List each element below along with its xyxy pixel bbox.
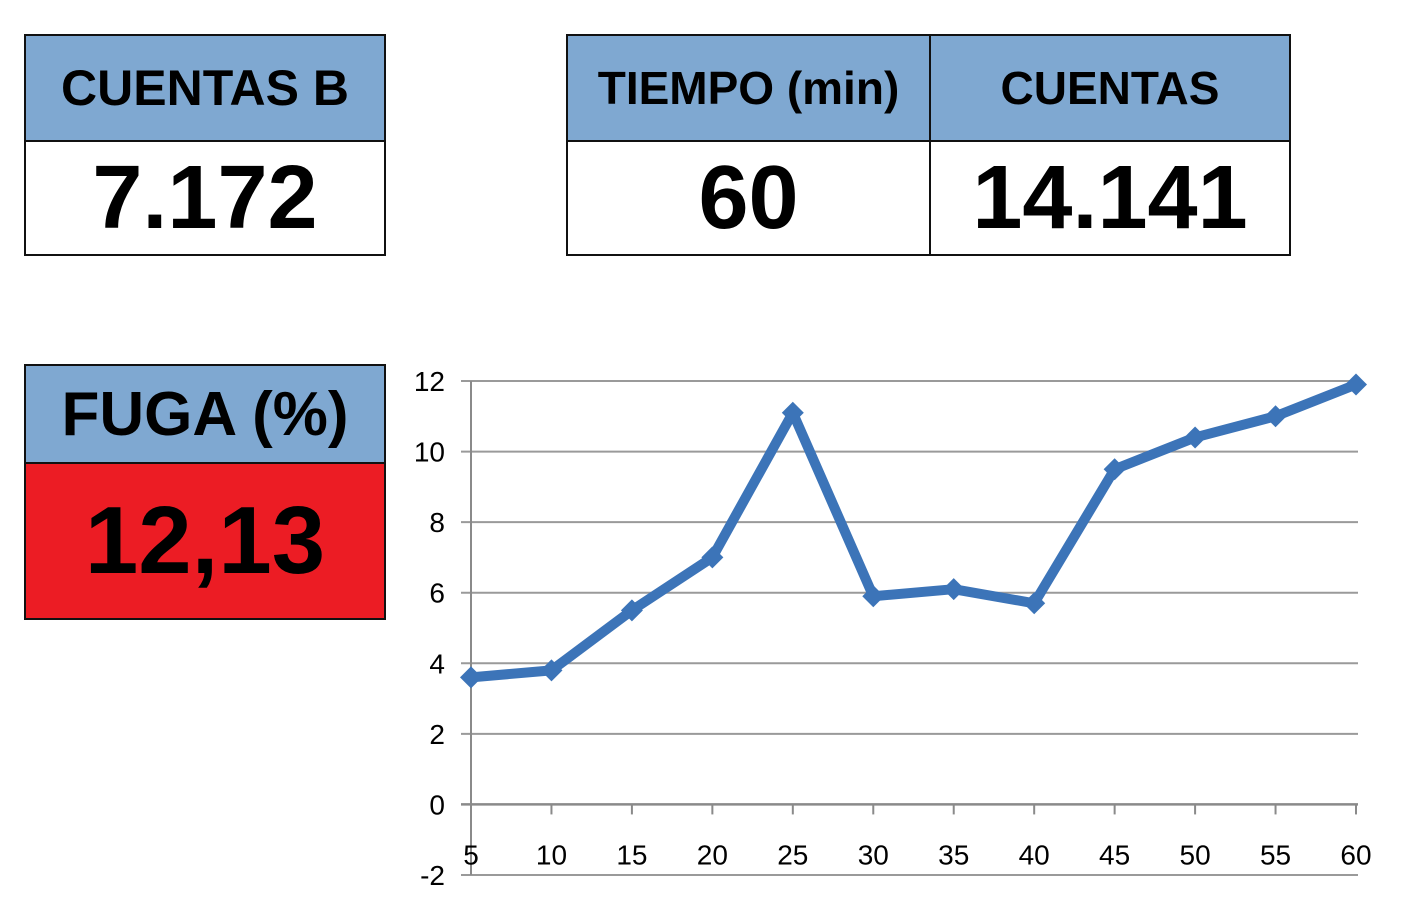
y-tick-label: -2	[420, 860, 445, 891]
data-point	[460, 666, 482, 689]
fuga-panel: FUGA (%) 12,13	[24, 364, 386, 620]
series-line	[466, 379, 1361, 683]
data-point	[862, 585, 885, 608]
y-tick-labels: 12 10 8 6 4 2 0 -2	[414, 366, 445, 891]
y-tick-label: 6	[429, 578, 445, 609]
x-tick-label: 50	[1180, 839, 1211, 870]
x-tick-label: 10	[536, 839, 567, 870]
y-tick-label: 0	[429, 789, 445, 820]
fuga-value: 12,13	[26, 464, 384, 618]
cuentas-header: CUENTAS	[931, 36, 1289, 140]
x-tick-label: 15	[616, 839, 647, 870]
divider	[568, 140, 1289, 142]
fuga-header: FUGA (%)	[26, 366, 384, 462]
x-tick-labels: 5 10 15 20 25 30 35 40 45 50 55 60	[463, 839, 1371, 870]
x-tick-label: 45	[1099, 839, 1130, 870]
x-tick-label: 35	[938, 839, 969, 870]
tiempo-value: 60	[568, 142, 929, 254]
x-tick-label: 40	[1019, 839, 1050, 870]
y-tick-label: 8	[429, 507, 445, 538]
y-tick-label: 12	[414, 366, 445, 397]
data-point	[1345, 373, 1367, 396]
x-tick-label: 5	[463, 839, 479, 870]
tiempo-header: TIEMPO (min)	[568, 36, 929, 140]
cuentas-b-header: CUENTAS B	[26, 36, 384, 140]
data-point	[1184, 426, 1207, 449]
x-tick-label: 20	[697, 839, 728, 870]
chart-axes	[470, 381, 1357, 875]
data-point	[942, 578, 965, 601]
chart-grid	[461, 380, 1358, 876]
tiempo-cuentas-panel: TIEMPO (min) CUENTAS 60 14.141	[566, 34, 1291, 256]
data-point	[781, 401, 804, 424]
data-point	[1023, 592, 1046, 615]
data-point	[620, 599, 643, 622]
x-tick-label: 55	[1260, 839, 1291, 870]
data-point	[1264, 405, 1287, 428]
x-tick-label: 30	[858, 839, 889, 870]
divider	[26, 140, 384, 142]
y-tick-label: 4	[429, 648, 445, 679]
data-point	[1103, 458, 1126, 481]
data-point	[540, 659, 563, 682]
divider	[26, 462, 384, 464]
cuentas-b-panel: CUENTAS B 7.172	[24, 34, 386, 256]
cuentas-value: 14.141	[931, 142, 1289, 254]
data-point	[701, 546, 724, 569]
x-tick-label: 60	[1340, 839, 1371, 870]
y-tick-label: 10	[414, 437, 445, 468]
x-tick-label: 25	[777, 839, 808, 870]
chart-series	[460, 373, 1367, 689]
y-tick-label: 2	[429, 719, 445, 750]
cuentas-b-value: 7.172	[26, 142, 384, 254]
divider	[929, 36, 931, 254]
